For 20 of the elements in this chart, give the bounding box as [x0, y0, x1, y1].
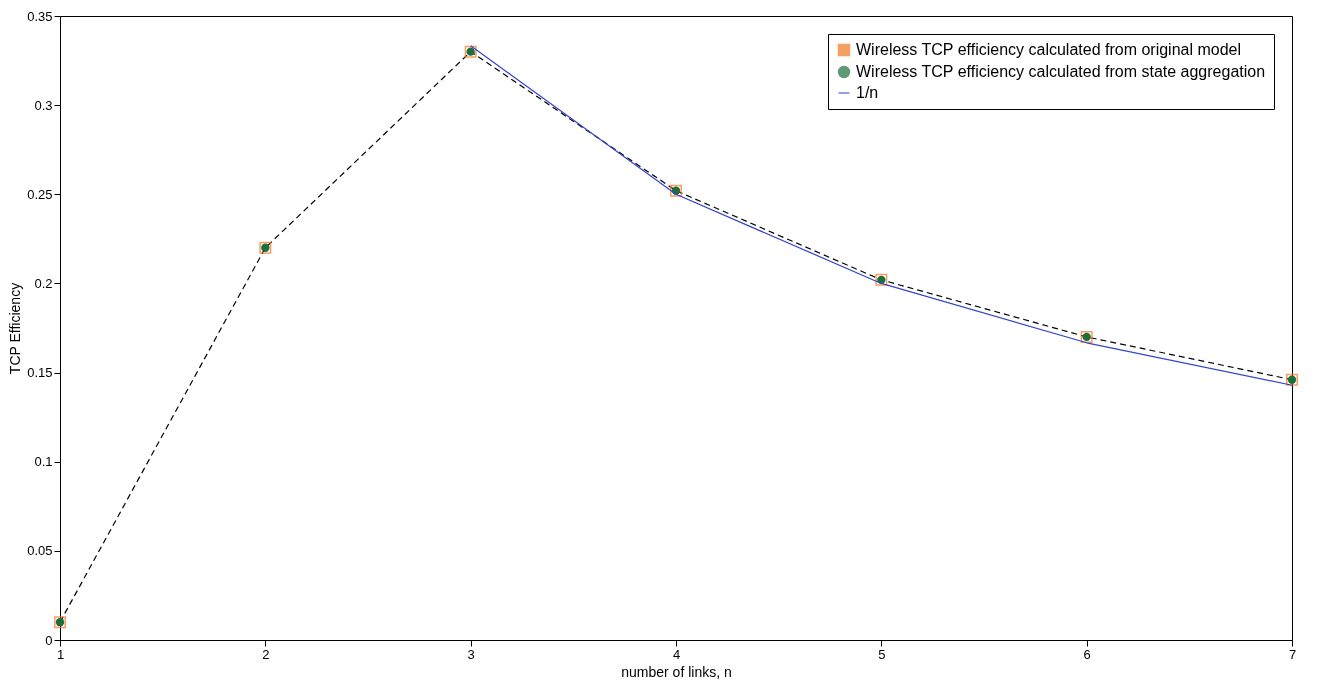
y-tick-label: 0.2 [34, 275, 53, 291]
legend-label: Wireless TCP efficiency calculated from original model [856, 41, 1242, 58]
x-tick-label: 2 [262, 646, 270, 662]
y-tick-label: 0.15 [27, 365, 53, 381]
x-tick-label: 7 [1288, 646, 1297, 662]
y-axis-title: TCP Efficiency [7, 282, 24, 375]
y-tick-label: 0 [45, 632, 53, 648]
x-tick-label: 3 [467, 646, 475, 662]
legend-label: Wireless TCP efficiency calculated from state aggregation [856, 63, 1266, 80]
x-tick-label: 5 [878, 646, 886, 662]
x-tick-label: 4 [672, 646, 681, 662]
y-tick-label: 0.05 [27, 543, 53, 559]
y-tick-label: 0.1 [34, 454, 53, 470]
x-tick-label: 6 [1083, 646, 1091, 662]
x-axis-title: number of links, n [621, 663, 732, 680]
legend-label: 1/n [856, 84, 879, 101]
y-tick-label: 0.25 [27, 186, 53, 202]
y-tick-label: 0.35 [27, 8, 53, 24]
y-tick-label: 0.3 [34, 97, 53, 113]
x-tick-label: 1 [56, 646, 65, 662]
